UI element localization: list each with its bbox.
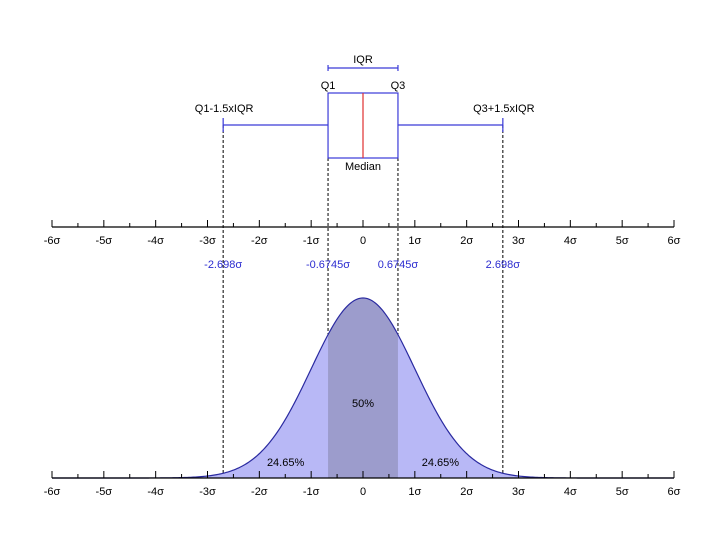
bottom-tick-label-11: 5σ (616, 486, 629, 498)
marker-label-1: -0.6745σ (306, 259, 350, 271)
bottom-tick-label-1: -5σ (96, 486, 113, 498)
bottom-tick-label-5: -1σ (303, 486, 320, 498)
top-tick-label-0: -6σ (44, 235, 61, 247)
marker-label-0: -2.698σ (204, 259, 242, 271)
top-sigma-axis: -6σ -5σ -4σ -3σ -2σ -1σ 0 1σ 2σ 3σ 4σ 5σ 6σ (44, 220, 681, 247)
bottom-tick-label-3: -3σ (199, 486, 216, 498)
region-percent-label-1: 50% (352, 398, 374, 410)
bottom-tick-label-10: 4σ (564, 486, 577, 498)
bottom-tick-label-9: 3σ (512, 486, 525, 498)
bottom-tick-label-0: -6σ (44, 486, 61, 498)
bottom-tick-label-7: 1σ (408, 486, 421, 498)
boxplot-group: IQR Q1 Q3 Median Q1-1.5xIQR Q3+1.5xIQR (195, 54, 535, 173)
q3-label: Q3 (391, 80, 406, 92)
bottom-tick-label-6: 0 (360, 486, 366, 498)
top-tick-label-6: 0 (360, 235, 366, 247)
lower-whisker-label: Q1-1.5xIQR (195, 103, 254, 115)
top-tick-label-10: 4σ (564, 235, 577, 247)
bottom-tick-label-2: -4σ (147, 486, 164, 498)
top-tick-label-3: -3σ (199, 235, 216, 247)
top-tick-label-8: 2σ (460, 235, 473, 247)
bottom-tick-label-4: -2σ (251, 486, 268, 498)
q1-label: Q1 (321, 80, 336, 92)
top-tick-label-12: 6σ (668, 235, 681, 247)
top-tick-label-4: -2σ (251, 235, 268, 247)
marker-labels-group: -2.698σ -0.6745σ 0.6745σ 2.698σ (204, 259, 520, 271)
marker-label-2: 0.6745σ (378, 259, 419, 271)
upper-whisker-label: Q3+1.5xIQR (473, 103, 535, 115)
median-label: Median (345, 161, 381, 173)
top-tick-label-9: 3σ (512, 235, 525, 247)
top-tick-label-7: 1σ (408, 235, 421, 247)
region-percent-label-0: 24.65% (267, 457, 305, 469)
bottom-tick-label-8: 2σ (460, 486, 473, 498)
bottom-tick-label-12: 6σ (668, 486, 681, 498)
density-iqr-fill (328, 298, 398, 478)
bottom-sigma-axis: -6σ -5σ -4σ -3σ -2σ -1σ 0 1σ 2σ 3σ 4σ 5σ 6σ (44, 471, 681, 498)
iqr-label: IQR (353, 54, 373, 66)
density-curve-group: 24.65% 50% 24.65% (52, 297, 674, 479)
region-percent-label-2: 24.65% (422, 457, 460, 469)
top-tick-label-1: -5σ (96, 235, 113, 247)
marker-label-3: 2.698σ (486, 259, 521, 271)
top-tick-label-5: -1σ (303, 235, 320, 247)
top-tick-label-2: -4σ (147, 235, 164, 247)
top-tick-label-11: 5σ (616, 235, 629, 247)
